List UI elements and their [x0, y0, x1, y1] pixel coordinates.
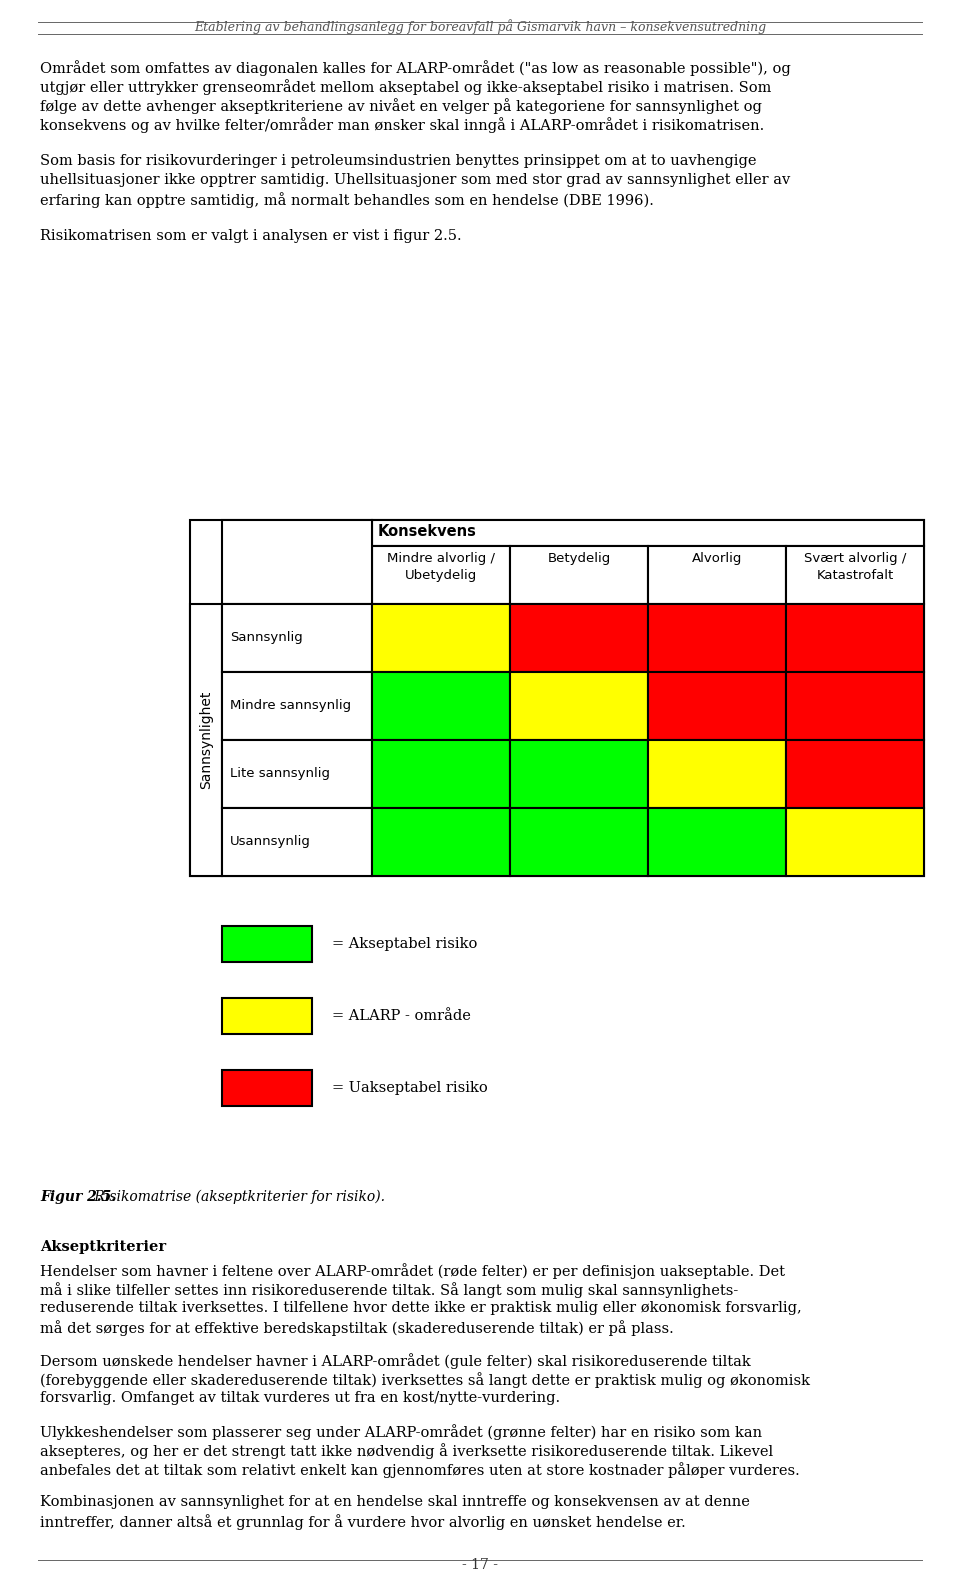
Text: anbefales det at tiltak som relativt enkelt kan gjennomføres uten at store kostn: anbefales det at tiltak som relativt enk… [40, 1461, 800, 1477]
Text: Lite sannsynlig: Lite sannsynlig [230, 768, 330, 781]
Text: reduserende tiltak iverksettes. I tilfellene hvor dette ikke er praktisk mulig e: reduserende tiltak iverksettes. I tilfel… [40, 1301, 802, 1315]
Bar [372, 604, 510, 673]
Text: = Akseptabel risiko: = Akseptabel risiko [332, 937, 477, 951]
Text: - 17 -: - 17 - [462, 1558, 498, 1573]
Text: Sannsynlighet: Sannsynlighet [199, 690, 213, 789]
Text: aksepteres, og her er det strengt tatt ikke nødvendig å iverksette risikoreduser: aksepteres, og her er det strengt tatt i… [40, 1444, 773, 1460]
Text: Risikomatrisen som er valgt i analysen er vist i figur 2.5.: Risikomatrisen som er valgt i analysen e… [40, 229, 462, 243]
Bar [222, 808, 372, 876]
Bar [372, 739, 510, 808]
Text: Risikomatrise (akseptkriterier for risiko).: Risikomatrise (akseptkriterier for risik… [90, 1189, 385, 1204]
Bar [786, 808, 924, 876]
Bar [222, 999, 312, 1034]
Bar [372, 808, 510, 876]
Text: Svært alvorlig /
Katastrofalt: Svært alvorlig / Katastrofalt [804, 552, 906, 582]
Bar [222, 673, 372, 739]
Text: Ulykkeshendelser som plasserer seg under ALARP-området (grønne felter) har en ri: Ulykkeshendelser som plasserer seg under… [40, 1425, 762, 1441]
Bar [786, 739, 924, 808]
Bar [190, 520, 924, 876]
Text: Som basis for risikovurderinger i petroleumsindustrien benyttes prinsippet om at: Som basis for risikovurderinger i petrol… [40, 154, 756, 169]
Text: Sannsynlig: Sannsynlig [230, 631, 302, 644]
Text: Akseptkriterier: Akseptkriterier [40, 1240, 166, 1255]
Bar [372, 673, 510, 739]
Text: utgjør eller uttrykker grenseområdet mellom akseptabel og ikke-akseptabel risiko: utgjør eller uttrykker grenseområdet mel… [40, 80, 772, 95]
Bar [510, 739, 648, 808]
Text: inntreffer, danner altså et grunnlag for å vurdere hvor alvorlig en uønsket hend: inntreffer, danner altså et grunnlag for… [40, 1514, 685, 1530]
Text: uhellsituasjoner ikke opptrer samtidig. Uhellsituasjoner som med stor grad av sa: uhellsituasjoner ikke opptrer samtidig. … [40, 173, 790, 188]
Bar [222, 1070, 312, 1107]
Text: = ALARP - område: = ALARP - område [332, 1010, 470, 1022]
Bar [372, 545, 510, 604]
Text: Konsekvens: Konsekvens [378, 525, 477, 539]
Bar [222, 604, 372, 673]
Bar [786, 604, 924, 673]
Text: Usannsynlig: Usannsynlig [230, 835, 311, 849]
Bar [648, 673, 786, 739]
Text: Området som omfattes av diagonalen kalles for ALARP-området ("as low as reasonab: Området som omfattes av diagonalen kalle… [40, 60, 791, 76]
Text: Dersom uønskede hendelser havner i ALARP-området (gule felter) skal risikoreduse: Dersom uønskede hendelser havner i ALARP… [40, 1353, 751, 1369]
Text: Hendelser som havner i feltene over ALARP-området (røde felter) er per definisjo: Hendelser som havner i feltene over ALAR… [40, 1262, 785, 1278]
Text: må det sørges for at effektive beredskapstiltak (skadereduserende tiltak) er på : må det sørges for at effektive beredskap… [40, 1320, 674, 1336]
Text: Mindre alvorlig /
Ubetydelig: Mindre alvorlig / Ubetydelig [387, 552, 495, 582]
Text: Mindre sannsynlig: Mindre sannsynlig [230, 700, 351, 712]
Bar [648, 808, 786, 876]
Bar [372, 520, 924, 545]
Bar [222, 925, 312, 962]
Text: Betydelig: Betydelig [547, 552, 611, 564]
Text: (forebyggende eller skadereduserende tiltak) iverksettes så langt dette er prakt: (forebyggende eller skadereduserende til… [40, 1372, 810, 1388]
Text: erfaring kan opptre samtidig, må normalt behandles som en hendelse (DBE 1996).: erfaring kan opptre samtidig, må normalt… [40, 192, 654, 208]
Bar [648, 545, 786, 604]
Bar [786, 545, 924, 604]
Bar [510, 673, 648, 739]
Text: Figur 2.5.: Figur 2.5. [40, 1189, 116, 1204]
Bar [786, 673, 924, 739]
Bar [510, 808, 648, 876]
Text: Kombinasjonen av sannsynlighet for at en hendelse skal inntreffe og konsekvensen: Kombinasjonen av sannsynlighet for at en… [40, 1495, 750, 1509]
Text: må i slike tilfeller settes inn risikoreduserende tiltak. Så langt som mulig ska: må i slike tilfeller settes inn risikore… [40, 1282, 738, 1297]
Bar [222, 739, 372, 808]
Bar [510, 604, 648, 673]
Bar [190, 604, 222, 876]
Text: følge av dette avhenger akseptkriteriene av nivået en velger på kategoriene for : følge av dette avhenger akseptkriteriene… [40, 99, 762, 114]
Text: konsekvens og av hvilke felter/områder man ønsker skal inngå i ALARP-området i r: konsekvens og av hvilke felter/områder m… [40, 118, 764, 134]
Text: forsvarlig. Omfanget av tiltak vurderes ut fra en kost/nytte-vurdering.: forsvarlig. Omfanget av tiltak vurderes … [40, 1391, 560, 1406]
Bar [222, 520, 372, 604]
Text: = Uakseptabel risiko: = Uakseptabel risiko [332, 1081, 488, 1096]
Bar [510, 545, 648, 604]
Bar [648, 739, 786, 808]
Bar [648, 604, 786, 673]
Text: Alvorlig: Alvorlig [692, 552, 742, 564]
Text: Etablering av behandlingsanlegg for boreavfall på Gismarvik havn – konsekvensutr: Etablering av behandlingsanlegg for bore… [194, 19, 766, 35]
